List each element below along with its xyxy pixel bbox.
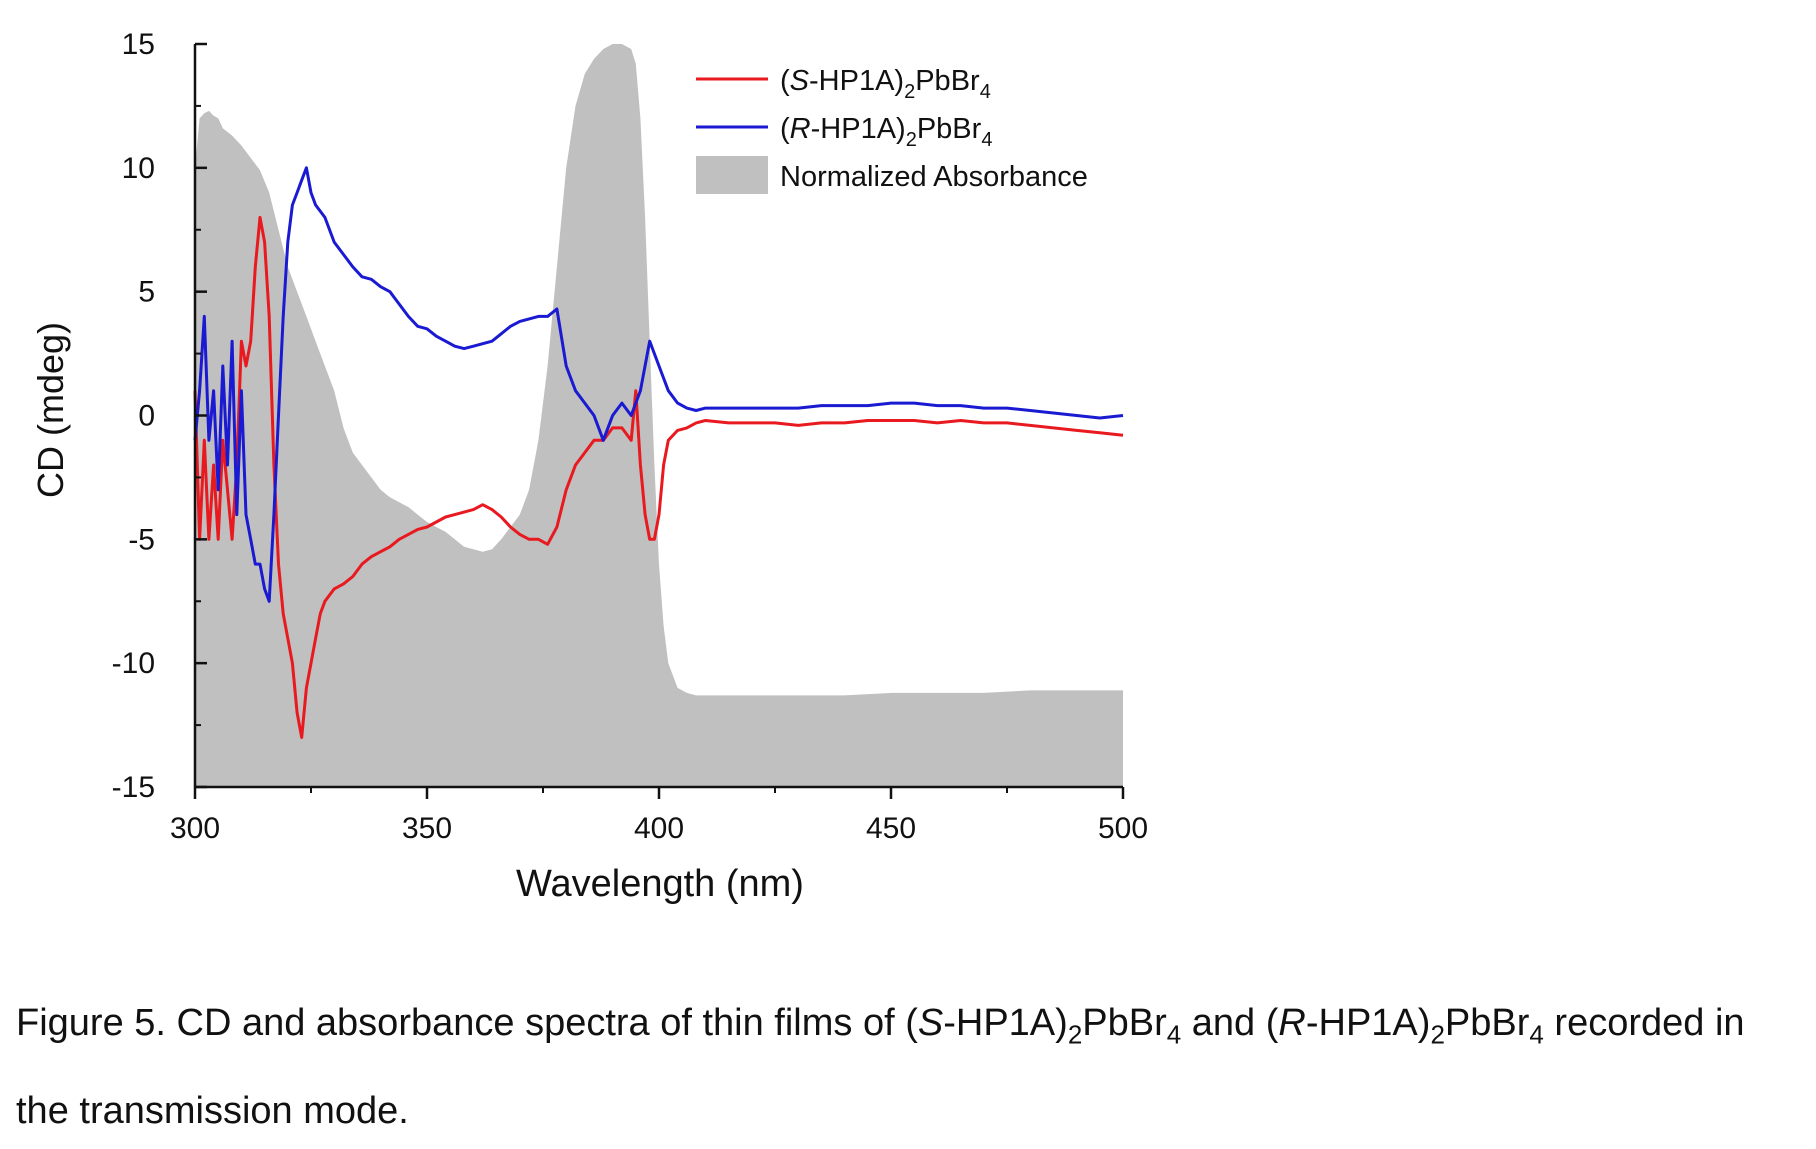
tick-labels: -15 -10 -5 0 5 10 15 300 350 400 450 500 xyxy=(112,28,1148,845)
x-axis-label: Wavelength (nm) xyxy=(516,863,804,905)
legend-swatch-absorbance xyxy=(696,156,768,194)
y-tick-label: -15 xyxy=(112,771,155,804)
y-tick-label: 15 xyxy=(122,28,155,61)
cd-line-layer xyxy=(193,166,1124,739)
y-tick-label: 10 xyxy=(122,152,155,185)
legend: (S-HP1A)2PbBr4 (R-HP1A)2PbBr4 Normalized A… xyxy=(696,65,1088,194)
y-axis-label: CD (mdeg) xyxy=(30,322,71,498)
y-tick-label: 0 xyxy=(138,400,155,433)
x-tick-label: 450 xyxy=(866,812,916,845)
x-tick-label: 400 xyxy=(634,812,684,845)
y-tick-label: 5 xyxy=(138,276,155,309)
series-line-1 xyxy=(193,166,1124,603)
figure-caption: Figure 5. CD and absorbance spectra of t… xyxy=(16,985,1806,1149)
cd-absorbance-chart: -15 -10 -5 0 5 10 15 300 350 400 450 500 Wavelength… xyxy=(30,28,1148,905)
caption-line-2: the transmission mode. xyxy=(16,1089,409,1132)
absorbance-area xyxy=(195,44,1123,787)
x-tick-label: 500 xyxy=(1098,812,1148,845)
legend-label-2: Normalized Absorbance xyxy=(780,161,1088,193)
y-tick-label: -5 xyxy=(128,523,155,556)
x-tick-label: 300 xyxy=(170,812,220,845)
y-tick-label: -10 xyxy=(112,647,155,680)
axes xyxy=(193,42,1125,799)
series-line-0 xyxy=(193,215,1124,739)
legend-label-1: (R-HP1A)2PbBr4 xyxy=(780,113,992,151)
legend-label-0: (S-HP1A)2PbBr4 xyxy=(780,65,991,103)
absorbance-area-layer xyxy=(195,44,1123,787)
caption-line-1: Figure 5. CD and absorbance spectra of t… xyxy=(16,1002,1745,1050)
x-tick-label: 350 xyxy=(402,812,452,845)
